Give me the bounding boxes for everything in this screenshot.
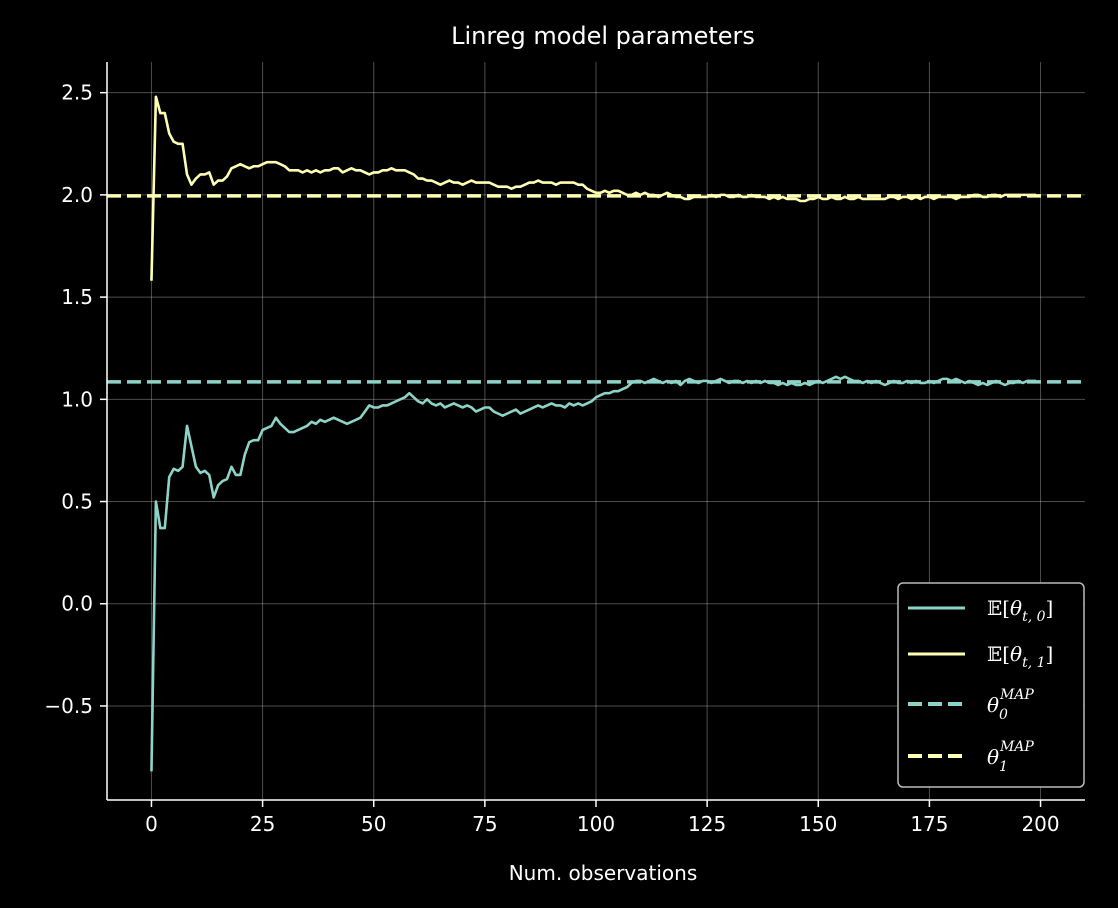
x-tick-label: 150 bbox=[799, 812, 837, 836]
y-tick-label: 1.5 bbox=[61, 285, 93, 309]
x-tick-label: 0 bbox=[145, 812, 158, 836]
y-tick-label: 0.0 bbox=[61, 592, 93, 616]
chart-title: Linreg model parameters bbox=[451, 22, 755, 50]
x-tick-label: 50 bbox=[361, 812, 386, 836]
axis-ticks: 0 25 50 75 100 125 150 175 200 −0.5 0.0 0.5 1.0 1.5 2.… bbox=[44, 81, 1059, 836]
x-axis-label: Num. observations bbox=[509, 861, 698, 885]
x-tick-label: 200 bbox=[1021, 812, 1059, 836]
x-tick-label: 175 bbox=[910, 812, 948, 836]
x-tick-label: 125 bbox=[688, 812, 726, 836]
y-tick-label: 0.5 bbox=[61, 490, 93, 514]
y-tick-label: 1.0 bbox=[61, 387, 93, 411]
x-tick-label: 100 bbox=[577, 812, 615, 836]
y-tick-label: 2.5 bbox=[61, 81, 93, 105]
x-tick-label: 75 bbox=[472, 812, 497, 836]
y-tick-label: 2.0 bbox=[61, 183, 93, 207]
legend: 𝔼[θt, 0] 𝔼[θt, 1] θ0MAP θ1MAP bbox=[897, 582, 1085, 788]
series-layer bbox=[107, 95, 1085, 772]
y-tick-label: −0.5 bbox=[44, 694, 93, 718]
axes bbox=[106, 62, 1085, 801]
x-tick-label: 25 bbox=[250, 812, 275, 836]
legend-frame bbox=[897, 582, 1085, 788]
